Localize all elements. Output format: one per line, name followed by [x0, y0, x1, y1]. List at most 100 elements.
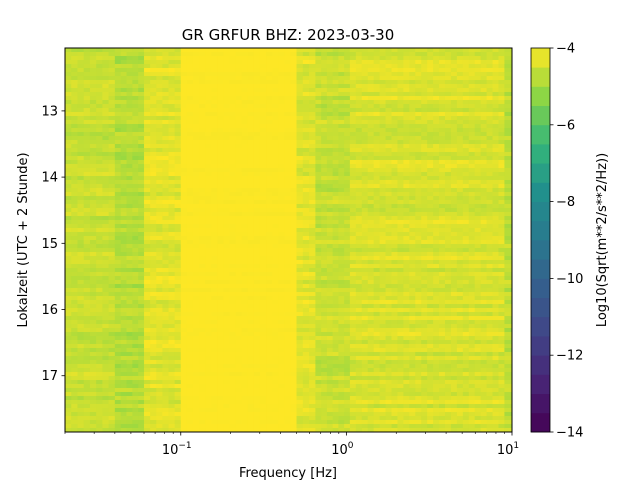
- heatmap-cell: [379, 72, 387, 77]
- heatmap-cell: [338, 212, 345, 217]
- heatmap-cell: [284, 52, 292, 57]
- heatmap-cell: [186, 360, 194, 365]
- heatmap-cell: [126, 304, 133, 309]
- heatmap-cell: [278, 344, 285, 349]
- heatmap-cell: [241, 352, 249, 357]
- heatmap-cell: [253, 388, 261, 393]
- heatmap-cell: [302, 112, 310, 117]
- heatmap-cell: [326, 72, 334, 77]
- heatmap-cell: [321, 372, 328, 377]
- heatmap-cell: [315, 248, 322, 253]
- heatmap-cell: [315, 164, 322, 169]
- heatmap-cell: [415, 68, 422, 73]
- heatmap-cell: [132, 236, 139, 241]
- heatmap-cell: [102, 328, 110, 333]
- heatmap-cell: [156, 168, 163, 173]
- heatmap-cell: [462, 92, 470, 97]
- heatmap-cell: [108, 68, 116, 73]
- heatmap-cell: [259, 284, 267, 289]
- heatmap-cell: [132, 232, 139, 237]
- heatmap-cell: [192, 428, 200, 432]
- heatmap-cell: [199, 124, 206, 129]
- heatmap-cell: [241, 408, 249, 413]
- heatmap-cell: [284, 184, 292, 189]
- heatmap-cell: [114, 316, 122, 321]
- heatmap-cell: [71, 140, 79, 145]
- heatmap-cell: [259, 200, 267, 205]
- heatmap-cell: [132, 164, 139, 169]
- heatmap-cell: [223, 304, 231, 309]
- heatmap-cell: [223, 188, 231, 193]
- heatmap-cell: [71, 412, 79, 417]
- heatmap-cell: [162, 64, 170, 69]
- heatmap-cell: [205, 72, 212, 77]
- heatmap-cell: [77, 288, 85, 293]
- heatmap-cell: [199, 80, 206, 85]
- heatmap-cell: [338, 140, 345, 145]
- heatmap-cell: [168, 84, 176, 89]
- heatmap-cell: [338, 260, 345, 265]
- heatmap-cell: [126, 264, 133, 269]
- heatmap-cell: [315, 400, 322, 405]
- heatmap-cell: [186, 248, 194, 253]
- heatmap-cell: [290, 264, 298, 269]
- heatmap-cell: [235, 244, 243, 249]
- heatmap-cell: [83, 364, 91, 369]
- heatmap-cell: [211, 204, 218, 209]
- heatmap-cell: [120, 332, 128, 337]
- heatmap-cell: [89, 188, 97, 193]
- heatmap-cell: [272, 316, 279, 321]
- heatmap-cell: [272, 168, 279, 173]
- heatmap-cell: [241, 156, 249, 161]
- heatmap-cell: [235, 188, 243, 193]
- heatmap-cell: [89, 380, 97, 385]
- heatmap-cell: [102, 164, 110, 169]
- heatmap-cell: [96, 156, 103, 161]
- heatmap-cell: [138, 244, 145, 249]
- heatmap-cell: [338, 136, 345, 141]
- heatmap-cell: [367, 48, 375, 53]
- heatmap-cell: [403, 92, 410, 97]
- heatmap-cell: [355, 84, 363, 89]
- heatmap-cell: [229, 80, 237, 85]
- heatmap-cell: [180, 248, 188, 253]
- heatmap-cell: [205, 288, 212, 293]
- heatmap-cell: [192, 400, 200, 405]
- heatmap-cell: [302, 220, 310, 225]
- heatmap-cell: [174, 304, 182, 309]
- heatmap-cell: [89, 272, 97, 277]
- heatmap-cell: [272, 80, 279, 85]
- heatmap-cell: [253, 416, 261, 421]
- heatmap-cell: [126, 224, 133, 229]
- heatmap-cell: [391, 68, 399, 73]
- heatmap-cell: [211, 84, 218, 89]
- heatmap-cell: [332, 264, 339, 269]
- heatmap-cell: [114, 280, 122, 285]
- heatmap-cell: [235, 212, 243, 217]
- heatmap-cell: [403, 72, 410, 77]
- heatmap-cell: [71, 148, 79, 153]
- heatmap-cell: [259, 124, 267, 129]
- heatmap-cell: [71, 248, 79, 253]
- heatmap-cell: [361, 84, 369, 89]
- heatmap-cell: [259, 340, 267, 345]
- heatmap-cell: [315, 428, 322, 432]
- heatmap-cell: [235, 280, 243, 285]
- heatmap-cell: [96, 292, 103, 297]
- heatmap-cell: [253, 224, 261, 229]
- heatmap-cell: [427, 68, 434, 73]
- heatmap-cell: [102, 96, 110, 101]
- heatmap-cell: [89, 292, 97, 297]
- heatmap-cell: [296, 316, 304, 321]
- heatmap-cell: [397, 112, 404, 117]
- heatmap-cell: [302, 168, 310, 173]
- heatmap-cell: [126, 144, 133, 149]
- heatmap-cell: [174, 372, 182, 377]
- heatmap-cell: [259, 268, 267, 273]
- heatmap-cell: [229, 312, 237, 317]
- heatmap-cell: [284, 296, 292, 301]
- heatmap-cell: [332, 48, 339, 53]
- heatmap-cell: [162, 224, 170, 229]
- heatmap-cell: [65, 60, 72, 65]
- heatmap-cell: [120, 192, 128, 197]
